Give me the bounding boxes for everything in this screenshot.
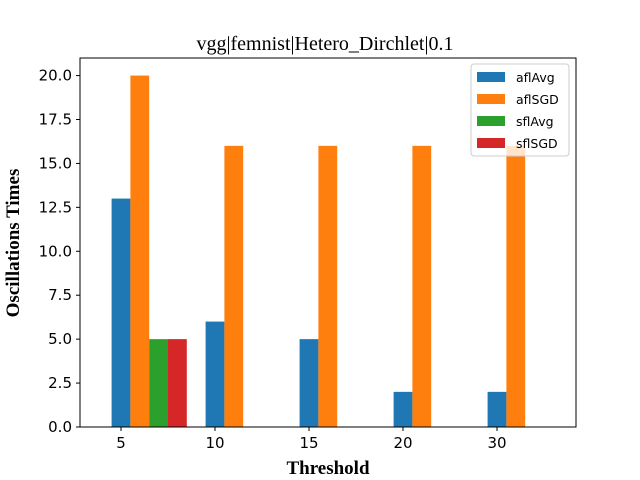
legend-label-aflSGD: aflSGD	[516, 92, 559, 107]
bar-aflAvg-30	[487, 391, 507, 427]
y-tick-label: 7.5	[48, 286, 72, 304]
x-tick-label: 30	[487, 434, 506, 452]
bar-aflSGD-10	[224, 145, 244, 428]
bar-sflSGD-5	[168, 339, 187, 427]
bar-sflAvg-5	[149, 339, 168, 427]
bar-aflSGD-20	[412, 145, 432, 428]
y-tick-label: 5.0	[48, 330, 72, 348]
x-tick-label: 5	[116, 434, 126, 452]
legend-label-aflAvg: aflAvg	[516, 70, 555, 85]
x-axis-label: Threshold	[286, 458, 370, 479]
bar-aflSGD-5	[130, 75, 150, 427]
x-tick-label: 10	[205, 434, 224, 452]
legend-box	[470, 63, 570, 157]
y-tick-label: 2.5	[48, 374, 72, 392]
x-tick-label: 20	[393, 434, 412, 452]
bars-layer	[111, 75, 526, 428]
legend-swatch-aflAvg	[477, 72, 505, 82]
y-tick-label: 17.5	[39, 111, 72, 129]
legend-swatch-aflSGD	[477, 94, 505, 104]
y-tick-label: 0.0	[48, 418, 72, 436]
bar-aflAvg-20	[393, 391, 413, 427]
y-axis-label: Oscillations Times	[3, 169, 24, 318]
bar-aflAvg-10	[205, 321, 225, 427]
y-tick-label: 12.5	[39, 198, 72, 216]
bar-aflAvg-15	[299, 339, 319, 427]
legend-swatch-sflAvg	[477, 116, 505, 126]
bar-aflSGD-15	[318, 145, 338, 428]
bar-aflAvg-5	[111, 198, 131, 427]
bar-aflSGD-30	[506, 145, 526, 428]
x-tick-label: 15	[299, 434, 318, 452]
y-tick-label: 10.0	[39, 242, 72, 260]
legend: aflAvg aflSGD sflAvg sflSGD	[470, 63, 570, 157]
legend-label-sflAvg: sflAvg	[516, 114, 554, 129]
axes-layer: 0.0 2.5 5.0 7.5 10.0 12.5 15.0 17.5 20.0 5 10 15 20 3…	[39, 57, 577, 452]
legend-swatch-sflSGD	[477, 138, 505, 148]
plot-frame	[79, 57, 577, 428]
y-tick-label: 15.0	[39, 154, 72, 172]
legend-label-sflSGD: sflSGD	[516, 136, 558, 151]
chart-title: vgg|femnist|Hetero_Dirchlet|0.1	[197, 33, 454, 55]
y-tick-label: 20.0	[39, 67, 72, 85]
